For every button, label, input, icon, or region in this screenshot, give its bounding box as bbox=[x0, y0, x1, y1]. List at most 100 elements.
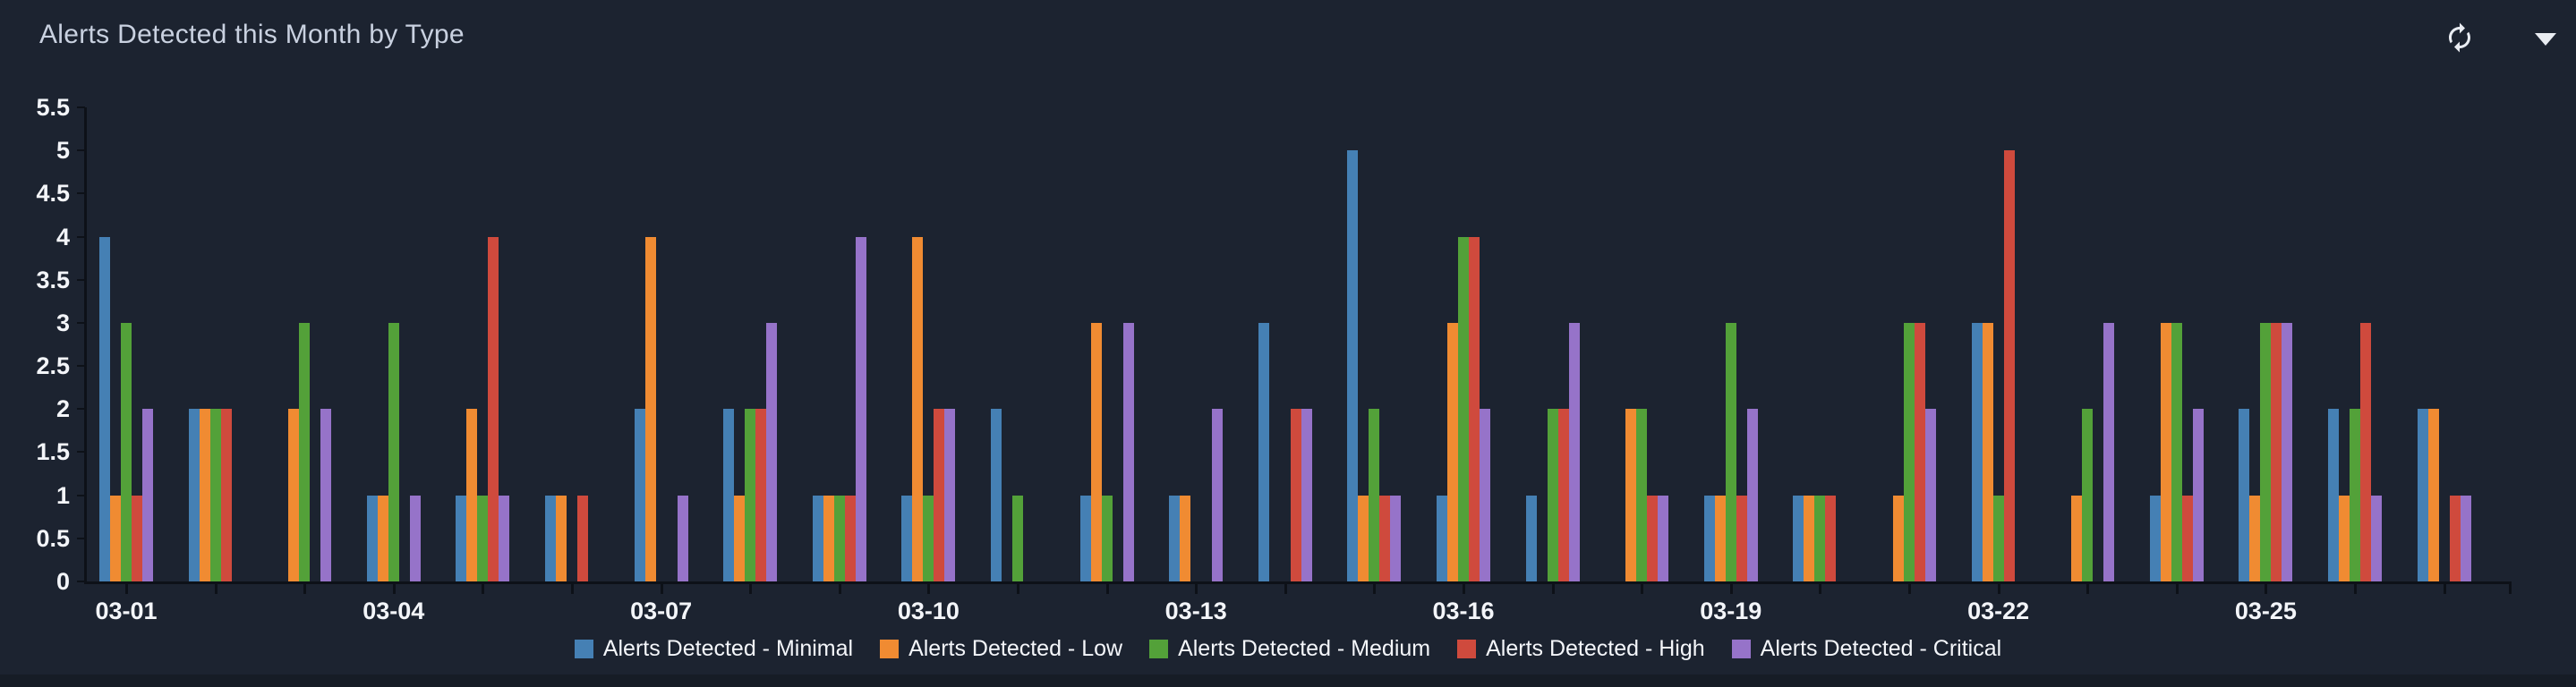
bar[interactable] bbox=[1212, 409, 1224, 581]
bar[interactable] bbox=[1437, 495, 1447, 581]
bar[interactable] bbox=[2328, 409, 2339, 581]
bar[interactable] bbox=[2071, 495, 2083, 581]
bar[interactable] bbox=[745, 409, 756, 581]
bar[interactable] bbox=[644, 236, 656, 581]
bar[interactable] bbox=[188, 409, 200, 581]
bar[interactable] bbox=[1525, 495, 1537, 581]
bar[interactable] bbox=[2149, 495, 2161, 581]
bar[interactable] bbox=[844, 495, 856, 581]
bar[interactable] bbox=[734, 495, 746, 581]
bar[interactable] bbox=[2103, 322, 2115, 581]
bar[interactable] bbox=[723, 409, 735, 581]
bar[interactable] bbox=[2282, 322, 2293, 581]
bar[interactable] bbox=[199, 409, 210, 581]
bar[interactable] bbox=[110, 495, 121, 581]
bar[interactable] bbox=[991, 409, 1002, 581]
bar[interactable] bbox=[1925, 409, 1936, 581]
bar[interactable] bbox=[409, 495, 421, 581]
bar[interactable] bbox=[1079, 495, 1091, 581]
bar[interactable] bbox=[2003, 150, 2015, 581]
bar[interactable] bbox=[1358, 495, 1369, 581]
bar[interactable] bbox=[1290, 409, 1301, 581]
bar[interactable] bbox=[220, 409, 232, 581]
bar[interactable] bbox=[1469, 236, 1480, 581]
bar[interactable] bbox=[2181, 495, 2193, 581]
bar[interactable] bbox=[1122, 322, 1134, 581]
bar[interactable] bbox=[1458, 236, 1469, 581]
bar[interactable] bbox=[923, 495, 934, 581]
bar[interactable] bbox=[388, 322, 399, 581]
bar[interactable] bbox=[1447, 322, 1458, 581]
bar[interactable] bbox=[812, 495, 823, 581]
bar[interactable] bbox=[466, 409, 478, 581]
bar[interactable] bbox=[677, 495, 688, 581]
bar[interactable] bbox=[477, 495, 489, 581]
bar[interactable] bbox=[766, 322, 778, 581]
bar[interactable] bbox=[1169, 495, 1181, 581]
bar[interactable] bbox=[634, 409, 645, 581]
bar[interactable] bbox=[2082, 409, 2094, 581]
bar[interactable] bbox=[833, 495, 845, 581]
bar[interactable] bbox=[1647, 495, 1659, 581]
bar[interactable] bbox=[2339, 495, 2350, 581]
bar[interactable] bbox=[944, 409, 956, 581]
bar[interactable] bbox=[1904, 322, 1915, 581]
bar[interactable] bbox=[912, 236, 924, 581]
bar[interactable] bbox=[1547, 409, 1558, 581]
bar[interactable] bbox=[366, 495, 378, 581]
bar[interactable] bbox=[934, 409, 945, 581]
bar[interactable] bbox=[1814, 495, 1826, 581]
bar[interactable] bbox=[2449, 495, 2461, 581]
bar[interactable] bbox=[2271, 322, 2282, 581]
bar[interactable] bbox=[2239, 409, 2250, 581]
bar[interactable] bbox=[2249, 495, 2261, 581]
bar[interactable] bbox=[577, 495, 588, 581]
bar[interactable] bbox=[1703, 495, 1715, 581]
bar[interactable] bbox=[1390, 495, 1402, 581]
bar[interactable] bbox=[1101, 495, 1113, 581]
bar[interactable] bbox=[1793, 495, 1804, 581]
bar[interactable] bbox=[1714, 495, 1726, 581]
bar[interactable] bbox=[320, 409, 332, 581]
bar[interactable] bbox=[1480, 409, 1490, 581]
bar[interactable] bbox=[1369, 409, 1380, 581]
bar[interactable] bbox=[1625, 409, 1637, 581]
bar[interactable] bbox=[1012, 495, 1023, 581]
bar[interactable] bbox=[299, 322, 311, 581]
bar[interactable] bbox=[456, 495, 467, 581]
bar[interactable] bbox=[1636, 409, 1648, 581]
bar[interactable] bbox=[2371, 495, 2382, 581]
bar[interactable] bbox=[1825, 495, 1837, 581]
bar[interactable] bbox=[499, 495, 510, 581]
bar[interactable] bbox=[1180, 495, 1191, 581]
bar[interactable] bbox=[1804, 495, 1815, 581]
legend-item[interactable]: Alerts Detected - Minimal bbox=[574, 636, 853, 662]
bar[interactable] bbox=[2350, 409, 2360, 581]
bar[interactable] bbox=[99, 236, 110, 581]
bar[interactable] bbox=[121, 322, 132, 581]
bar[interactable] bbox=[2260, 322, 2272, 581]
bar[interactable] bbox=[1893, 495, 1904, 581]
bar[interactable] bbox=[855, 236, 866, 581]
bar[interactable] bbox=[2460, 495, 2471, 581]
refresh-button[interactable] bbox=[2440, 18, 2479, 60]
bar[interactable] bbox=[2171, 322, 2182, 581]
bar[interactable] bbox=[377, 495, 388, 581]
legend-item[interactable]: Alerts Detected - High bbox=[1457, 636, 1705, 662]
bar[interactable] bbox=[2427, 409, 2439, 581]
bar[interactable] bbox=[488, 236, 499, 581]
bar[interactable] bbox=[1915, 322, 1925, 581]
bar[interactable] bbox=[1568, 322, 1580, 581]
bar[interactable] bbox=[1301, 409, 1312, 581]
bar[interactable] bbox=[1658, 495, 1669, 581]
bar[interactable] bbox=[288, 409, 300, 581]
bar[interactable] bbox=[1379, 495, 1391, 581]
bar[interactable] bbox=[1746, 409, 1758, 581]
bar[interactable] bbox=[1725, 322, 1736, 581]
bar[interactable] bbox=[1736, 495, 1747, 581]
bar[interactable] bbox=[1090, 322, 1102, 581]
bar[interactable] bbox=[901, 495, 913, 581]
bar[interactable] bbox=[1347, 150, 1359, 581]
bar[interactable] bbox=[1992, 495, 2004, 581]
bar[interactable] bbox=[2160, 322, 2171, 581]
